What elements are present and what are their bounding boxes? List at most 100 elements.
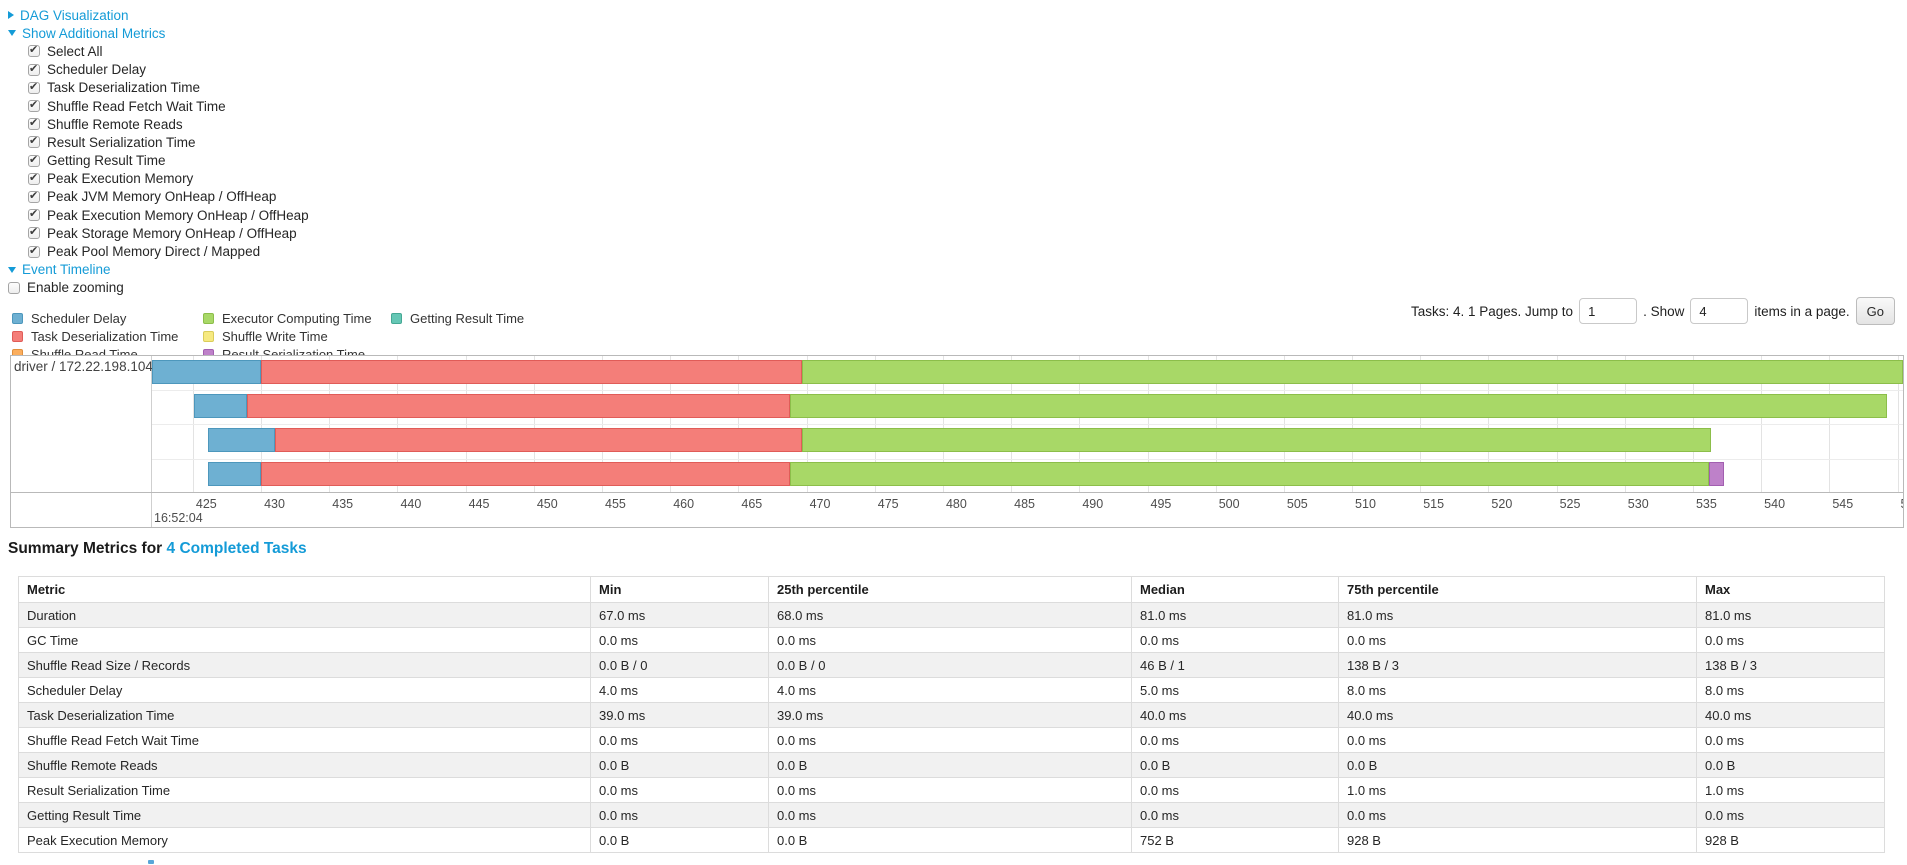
metric-value-cell: 4.0 ms — [590, 677, 769, 703]
task-bar-segment-deser[interactable] — [261, 360, 803, 384]
metric-name-cell: Result Serialization Time — [18, 777, 591, 803]
legend-label: Getting Result Time — [410, 310, 525, 326]
legend-item-compute: Executor Computing Time — [203, 309, 391, 327]
task-bar-segment-result_ser[interactable] — [1709, 462, 1725, 486]
axis-tick-label: 510 — [1355, 497, 1376, 511]
metric-value-cell: 39.0 ms — [590, 702, 769, 728]
dag-visualization-link[interactable]: DAG Visualization — [8, 8, 129, 23]
task-bar-segment-deser[interactable] — [261, 462, 791, 486]
axis-tick-label: 460 — [673, 497, 695, 511]
metric-value-cell: 8.0 ms — [1338, 677, 1697, 703]
axis-tick-label: 520 — [1491, 497, 1513, 511]
legend-swatch-icon — [12, 312, 23, 324]
jump-to-page-input[interactable] — [1579, 298, 1638, 324]
metric-checkbox-peak-execution-memory[interactable]: ✔ Peak Execution Memory — [8, 170, 309, 188]
metric-name-cell: Shuffle Read Size / Records — [18, 652, 591, 678]
table-row: Shuffle Remote Reads 0.0 B 0.0 B 0.0 B 0.0 B… — [18, 752, 1885, 778]
checkbox-label: Task Deserialization Time — [47, 80, 201, 96]
show-additional-metrics-link[interactable]: Show Additional Metrics — [8, 26, 165, 41]
timeline-legend: Scheduler Delay Task Deserialization Time… — [12, 309, 524, 363]
metric-value-cell: 0.0 ms — [590, 727, 769, 753]
axis-tick-label: 530 — [1627, 497, 1649, 511]
metric-checkbox-scheduler-delay[interactable]: ✔ Scheduler Delay — [8, 61, 309, 79]
metric-name-cell: Shuffle Read Fetch Wait Time — [18, 727, 591, 753]
checkbox-label: Shuffle Remote Reads — [47, 116, 183, 132]
task-bar-segment-compute[interactable] — [790, 462, 1710, 486]
checkbox-icon — [8, 281, 20, 294]
metric-checkbox-shuffle-remote-reads[interactable]: ✔ Shuffle Remote Reads — [8, 115, 309, 133]
metric-value-cell: 0.0 ms — [1696, 627, 1885, 653]
table-row: Shuffle Read Fetch Wait Time 0.0 ms 0.0 ms… — [18, 727, 1885, 753]
axis-tick-label: 475 — [877, 497, 899, 511]
legend-swatch-icon — [203, 312, 214, 324]
legend-label: Shuffle Write Time — [222, 328, 328, 344]
checkbox-label: Peak Storage Memory OnHeap / OffHeap — [47, 225, 297, 241]
expanded-arrow-icon — [8, 30, 16, 37]
table-row: GC Time 0.0 ms 0.0 ms 0.0 ms 0.0 ms 0.0 ms — [18, 627, 1885, 653]
stage-controls: DAG Visualization Show Additional Metric… — [8, 6, 309, 297]
metric-value-cell: 40.0 ms — [1696, 702, 1885, 728]
axis-tick-label: 505 — [1286, 497, 1308, 511]
items-per-page-input[interactable] — [1690, 298, 1749, 324]
task-bar-segment-compute[interactable] — [802, 360, 1903, 384]
event-timeline-link[interactable]: Event Timeline — [8, 262, 111, 277]
table-row: Shuffle Read Size / Records 0.0 B / 0 0.0 … — [18, 652, 1885, 678]
executor-label-column: driver / 172.22.198.104 — [11, 356, 153, 527]
table-row: Getting Result Time 0.0 ms 0.0 ms 0.0 ms 0.0… — [18, 802, 1885, 828]
checkbox-label: Result Serialization Time — [47, 134, 196, 150]
metric-name-cell: Scheduler Delay — [18, 677, 591, 703]
task-bar-segment-scheduler[interactable] — [152, 360, 262, 384]
metric-value-cell: 0.0 ms — [768, 727, 1132, 753]
metric-checkbox-peak-jvm-memory-onheap-offheap[interactable]: ✔ Peak JVM Memory OnHeap / OffHeap — [8, 188, 309, 206]
legend-swatch-icon — [12, 330, 23, 342]
legend-item-shuffle_write: Shuffle Write Time — [203, 327, 391, 345]
metric-value-cell: 0.0 B — [590, 752, 769, 778]
legend-item-scheduler: Scheduler Delay — [12, 309, 203, 327]
task-bar-segment-deser[interactable] — [274, 428, 803, 452]
metric-checkbox-shuffle-read-fetch-wait-time[interactable]: ✔ Shuffle Read Fetch Wait Time — [8, 97, 309, 115]
table-row: Result Serialization Time 0.0 ms 0.0 ms 0.0… — [18, 777, 1885, 803]
metric-checkbox-peak-storage-memory-onheap-offheap[interactable]: ✔ Peak Storage Memory OnHeap / OffHeap — [8, 224, 309, 242]
column-header-max: Max — [1696, 576, 1885, 603]
metric-value-cell: 0.0 ms — [1338, 727, 1697, 753]
metric-value-cell: 0.0 B — [590, 827, 769, 853]
metric-value-cell: 0.0 ms — [1131, 627, 1339, 653]
task-bar-segment-scheduler[interactable] — [207, 462, 262, 486]
metrics-checkbox-list: ✔ Select All ✔ Scheduler Delay ✔ Task Deseria… — [8, 42, 309, 260]
metric-value-cell: 0.0 ms — [590, 627, 769, 653]
metric-value-cell: 0.0 ms — [1338, 802, 1697, 828]
metric-value-cell: 0.0 ms — [1131, 727, 1339, 753]
metric-value-cell: 0.0 B — [1696, 752, 1885, 778]
metric-value-cell: 40.0 ms — [1338, 702, 1697, 728]
metric-value-cell: 81.0 ms — [1696, 602, 1885, 628]
enable-zooming-label: Enable zooming — [27, 280, 124, 296]
metric-value-cell: 8.0 ms — [1696, 677, 1885, 703]
axis-tick-label: 430 — [264, 497, 285, 511]
axis-tick-label: 470 — [809, 497, 831, 511]
checkbox-checked-icon: ✔ — [28, 208, 40, 222]
axis-tick-label: 425 — [195, 497, 217, 511]
go-button[interactable]: Go — [1855, 297, 1895, 325]
metric-value-cell: 68.0 ms — [768, 602, 1132, 628]
metric-value-cell: 0.0 ms — [1131, 777, 1339, 803]
axis-tick-label: 535 — [1695, 497, 1717, 511]
task-bar-segment-compute[interactable] — [790, 394, 1887, 418]
table-row: Task Deserialization Time 39.0 ms 39.0 ms 4… — [18, 702, 1885, 728]
summary-title-prefix: Summary Metrics for — [8, 540, 163, 557]
metric-name-cell: GC Time — [18, 627, 591, 653]
metric-checkbox-peak-pool-memory-direct-mapped[interactable]: ✔ Peak Pool Memory Direct / Mapped — [8, 242, 309, 260]
metric-value-cell: 0.0 ms — [768, 627, 1132, 653]
task-bar-segment-compute[interactable] — [802, 428, 1711, 452]
tasks-count-text: Tasks: 4. 1 Pages. Jump to — [1410, 303, 1574, 319]
enable-zooming-checkbox[interactable]: Enable zooming — [8, 279, 309, 297]
task-bar-segment-scheduler[interactable] — [207, 428, 275, 452]
metric-checkbox-task-deserialization-time[interactable]: ✔ Task Deserialization Time — [8, 79, 309, 97]
task-bar-segment-deser[interactable] — [247, 394, 791, 418]
metric-checkbox-peak-execution-memory-onheap-offheap[interactable]: ✔ Peak Execution Memory OnHeap / OffHeap — [8, 206, 309, 224]
axis-tick-label: 480 — [945, 497, 967, 511]
completed-tasks-link[interactable]: 4 Completed Tasks — [166, 540, 307, 557]
task-bar-segment-scheduler[interactable] — [194, 394, 248, 418]
metric-checkbox-select-all[interactable]: ✔ Select All — [8, 42, 309, 60]
metric-checkbox-result-serialization-time[interactable]: ✔ Result Serialization Time — [8, 133, 309, 151]
metric-checkbox-getting-result-time[interactable]: ✔ Getting Result Time — [8, 152, 309, 170]
